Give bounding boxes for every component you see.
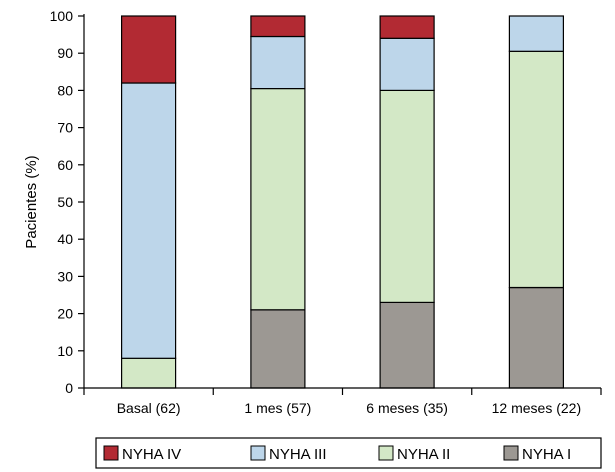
- bar-segment-nyha-iv-2: [379, 15, 435, 39]
- y-tick-label-50: 50: [57, 194, 73, 210]
- y-tick-label-70: 70: [57, 120, 73, 136]
- y-axis-title: Pacientes (%): [23, 155, 40, 248]
- legend-swatch-nyha-iii: [250, 445, 266, 461]
- x-tick-label-1: 1 mes (57): [244, 400, 311, 416]
- bar-segment-nyha-i-2: [379, 301, 435, 389]
- y-tick-label-60: 60: [57, 157, 73, 173]
- legend-swatch-nyha-i: [503, 445, 519, 461]
- bar-segment-nyha-iv-1: [250, 15, 306, 38]
- x-axis: Basal (62) 1 mes (57) 6 meses (35) 12 meses…: [83, 387, 602, 416]
- x-tick-label-0: Basal (62): [117, 400, 181, 416]
- legend-label-nyha-iii: NYHA III: [269, 446, 327, 463]
- bar-segment-nyha-iv-0: [120, 15, 177, 84]
- y-tick-label-100: 100: [50, 8, 74, 24]
- y-tick-label-20: 20: [57, 306, 73, 322]
- bar-segment-nyha-i-3: [508, 287, 564, 389]
- bar-segment-nyha-iii-1: [250, 35, 306, 90]
- bar-segment-nyha-ii-1: [250, 87, 306, 311]
- bar-segment-nyha-iii-3: [508, 15, 564, 52]
- bars-group: [120, 15, 564, 389]
- legend-swatch-nyha-iv: [103, 445, 119, 461]
- bar-segment-nyha-ii-0: [120, 357, 177, 389]
- y-tick-label-80: 80: [57, 82, 73, 98]
- bar-segment-nyha-i-1: [250, 309, 306, 389]
- y-tick-label-90: 90: [57, 45, 73, 61]
- y-tick-label-0: 0: [65, 380, 73, 396]
- y-tick-label-40: 40: [57, 231, 73, 247]
- y-tick-label-10: 10: [57, 343, 73, 359]
- legend-label-nyha-iv: NYHA IV: [122, 446, 181, 463]
- x-tick-label-2: 6 meses (35): [366, 400, 448, 416]
- bar-segment-nyha-ii-3: [508, 50, 564, 289]
- y-tick-label-30: 30: [57, 268, 73, 284]
- x-tick-label-3: 12 meses (22): [492, 400, 581, 416]
- bar-segment-nyha-iii-0: [120, 82, 177, 359]
- legend-label-nyha-i: NYHA I: [522, 446, 571, 463]
- legend: NYHA IV NYHA III NYHA II NYHA I: [95, 437, 602, 469]
- y-axis: 0 10 20 30 40 50 60 70 80 90 100: [50, 8, 85, 396]
- legend-label-nyha-ii: NYHA II: [397, 446, 450, 463]
- bar-segment-nyha-ii-2: [379, 89, 435, 304]
- bar-segment-nyha-iii-2: [379, 37, 435, 91]
- legend-swatch-nyha-ii: [378, 445, 394, 461]
